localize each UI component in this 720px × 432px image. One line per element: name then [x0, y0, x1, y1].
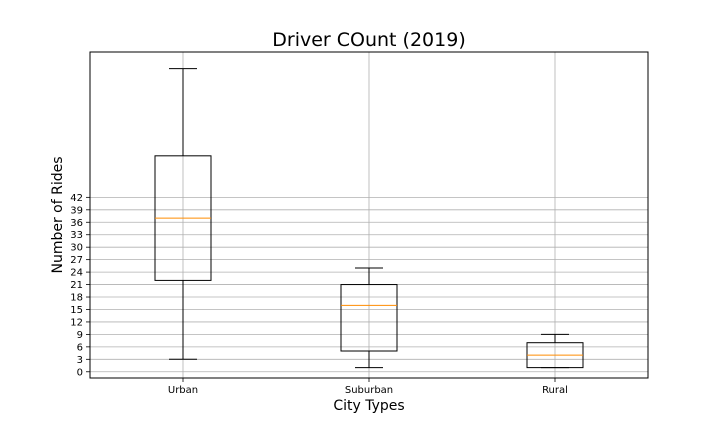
x-tick-label: Urban — [168, 385, 198, 396]
y-tick-label: 36 — [70, 218, 83, 229]
y-tick-label: 30 — [70, 243, 83, 254]
y-tick-label: 42 — [70, 193, 83, 204]
y-tick-label: 0 — [77, 367, 83, 378]
y-tick-label: 12 — [70, 317, 83, 328]
y-tick-label: 6 — [77, 342, 83, 353]
y-axis-label: Number of Rides — [50, 156, 66, 273]
x-axis-ticks: Urban Suburban Rural — [168, 378, 568, 396]
y-tick-label: 24 — [70, 268, 83, 279]
y-tick-label: 18 — [70, 293, 83, 304]
gridlines — [90, 52, 648, 378]
boxes — [154, 68, 584, 369]
y-tick-label: 21 — [70, 280, 83, 291]
y-tick-label: 27 — [70, 255, 83, 266]
y-tick-label: 9 — [77, 330, 83, 341]
x-axis-label: City Types — [333, 398, 404, 414]
x-tick-label: Suburban — [345, 385, 393, 396]
suburban-box — [340, 284, 398, 352]
y-tick-label: 39 — [70, 205, 83, 216]
chart-title: Driver COunt (2019) — [272, 29, 465, 51]
y-tick-label: 15 — [70, 305, 83, 316]
y-tick-label: 3 — [77, 355, 83, 366]
x-tick-label: Rural — [542, 385, 568, 396]
y-tick-label: 33 — [70, 230, 83, 241]
